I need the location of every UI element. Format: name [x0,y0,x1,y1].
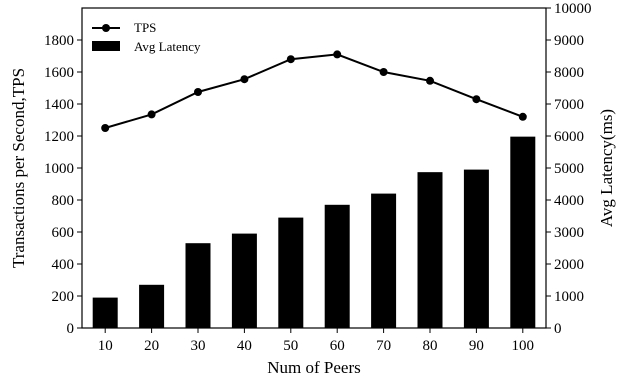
tps-point-20 [147,110,156,119]
tps-point-90 [472,95,481,104]
bar-latency-30 [185,243,211,328]
tps-point-10 [101,124,110,132]
y-left-tick-label-200: 200 [52,289,75,305]
tps-point-100 [518,112,527,121]
y-left-tick-label-1600: 1600 [44,65,74,81]
bar-latency-20 [139,284,165,328]
y-left-tick-label-1400: 1400 [44,97,74,113]
y-right-tick-label-8000: 8000 [554,65,584,81]
bar-latency-80 [417,172,443,328]
y-axis-right: 0 1000 2000 3000 4000 5000 6000 7000 8000 9000 100… [546,1,592,337]
y-right-tick-label-3000: 3000 [554,225,584,241]
y-left-tick-label-1200: 1200 [44,129,74,145]
y-left-tick-label-600: 600 [52,225,75,241]
tps-point-80 [426,76,434,85]
x-tick-label-60: 60 [330,338,345,354]
legend: TPS Avg Latency [92,20,201,54]
y-right-tick-label-0: 0 [554,321,562,337]
y-right-tick-label-1000: 1000 [554,289,584,305]
y-axis-left-title: Transactions per Second,TPS [9,68,28,268]
y-left-tick-label-400: 400 [52,257,75,273]
tps-point-50 [286,55,295,64]
x-tick-label-50: 50 [283,338,298,354]
bar-series-avg-latency [92,136,536,328]
bar-latency-100 [510,136,536,328]
tps-point-40 [240,75,249,84]
tps-point-30 [194,88,202,96]
x-tick-label-100: 100 [512,338,535,354]
x-tick-label-10: 10 [98,338,113,354]
x-tick-label-40: 40 [237,338,252,354]
y-right-tick-label-5000: 5000 [554,161,584,177]
y-axis-right-title: Avg Latency(ms) [597,109,616,227]
x-axis: 10 20 30 40 50 60 70 80 90 100 [98,328,534,354]
y-left-tick-label-1000: 1000 [44,161,74,177]
y-left-tick-label-800: 800 [52,193,75,209]
legend-latency-label: Avg Latency [134,39,201,54]
x-tick-label-90: 90 [469,338,484,354]
tps-point-60 [333,50,342,59]
bar-latency-40 [231,233,257,328]
y-right-tick-label-10000: 10000 [554,1,592,17]
tps-point-70 [379,68,388,76]
x-axis-title: Num of Peers [267,358,360,377]
legend-latency-swatch [92,41,120,51]
x-tick-label-20: 20 [144,338,159,354]
line-series-tps [101,50,527,132]
x-tick-label-30: 30 [191,338,206,354]
bar-latency-70 [371,193,397,328]
legend-tps-label: TPS [134,20,156,35]
bar-latency-60 [324,204,350,328]
x-tick-label-70: 70 [376,338,391,354]
y-right-tick-label-6000: 6000 [554,129,584,145]
y-right-tick-label-4000: 4000 [554,193,584,209]
y-left-tick-label-0: 0 [67,321,75,337]
y-right-tick-label-9000: 9000 [554,33,584,49]
y-axis-left: 0 200 400 600 800 1000 1200 1400 1600 1800 [44,33,82,337]
bar-latency-10 [92,297,118,328]
bar-latency-90 [463,169,489,328]
bar-latency-50 [278,217,304,328]
x-tick-label-80: 80 [423,338,438,354]
legend-tps-marker [102,24,110,32]
y-left-tick-label-1800: 1800 [44,33,74,49]
tps-line [104,53,524,129]
y-right-tick-label-2000: 2000 [554,257,584,273]
y-right-tick-label-7000: 7000 [554,97,584,113]
